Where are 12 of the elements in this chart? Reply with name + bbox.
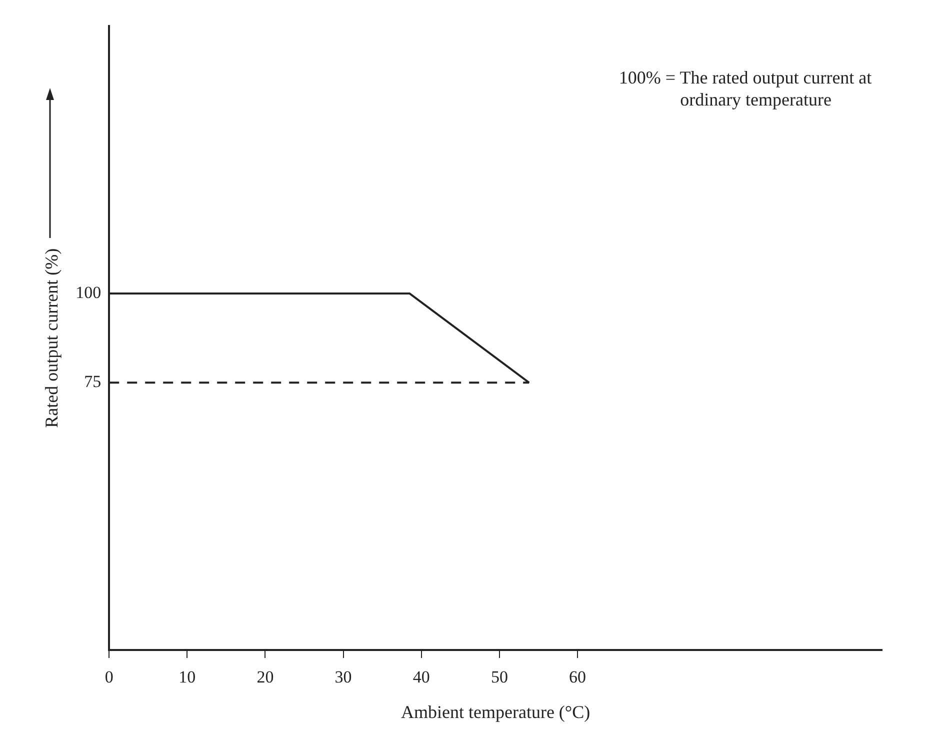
- y-axis-title: Rated output current (%): [42, 248, 62, 428]
- x-tick-label: 60: [569, 668, 586, 687]
- y-tick-label: 75: [84, 372, 102, 392]
- x-axis-title: Ambient temperature (°C): [400, 702, 590, 722]
- x-tick-label: 40: [412, 668, 430, 687]
- y-tick-label: 100: [76, 283, 102, 302]
- x-tick-label: 10: [178, 668, 196, 687]
- annotation: 100% = The rated output current at ordinary temperature: [618, 68, 872, 110]
- x-tick-label: 30: [334, 668, 352, 687]
- x-tick-label: 50: [490, 668, 508, 687]
- x-tick-label: 20: [256, 668, 274, 687]
- x-tick-label: 0: [104, 668, 114, 687]
